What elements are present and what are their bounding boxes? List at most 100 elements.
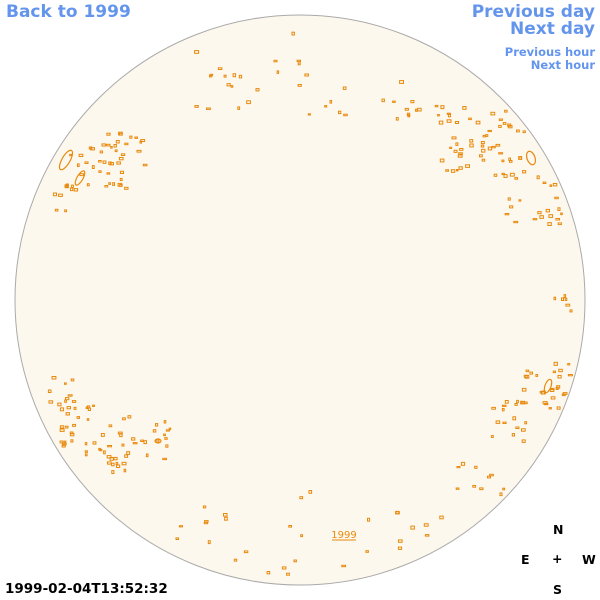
- contour-mark: [423, 523, 429, 527]
- contour-mark: [453, 149, 458, 153]
- contour-mark: [469, 139, 474, 143]
- contour-mark: [525, 369, 530, 373]
- contour-mark: [498, 118, 503, 121]
- timestamp: 1999-02-04T13:52:32: [5, 581, 168, 597]
- contour-mark: [238, 74, 243, 79]
- contour-mark: [424, 534, 430, 537]
- contour-loop: [154, 438, 162, 444]
- contour-mark: [304, 73, 309, 77]
- contour-mark: [106, 172, 111, 175]
- contour-mark: [509, 172, 515, 177]
- contour-mark: [459, 148, 464, 151]
- contour-mark: [491, 406, 496, 410]
- contour-mark: [437, 114, 440, 117]
- contour-mark: [47, 389, 52, 393]
- contour-mark: [482, 134, 487, 138]
- contour-mark: [520, 400, 526, 405]
- contour-mark: [246, 100, 251, 105]
- contour-mark: [569, 309, 573, 313]
- contour-mark: [493, 173, 498, 177]
- contour-mark: [501, 159, 505, 163]
- contour-mark: [469, 143, 474, 148]
- contour-mark: [521, 428, 526, 432]
- contour-mark: [66, 406, 71, 410]
- contour-mark: [100, 433, 105, 437]
- contour-mark: [91, 165, 95, 170]
- next-day-link[interactable]: Next day: [510, 19, 595, 39]
- contour-mark: [446, 119, 452, 123]
- contour-mark: [397, 546, 403, 550]
- contour-mark: [417, 107, 422, 112]
- contour-mark: [451, 136, 457, 140]
- contour-mark: [266, 571, 271, 575]
- previous-day-link[interactable]: Previous day: [471, 2, 595, 22]
- contour-mark: [495, 143, 501, 147]
- region-label-text[interactable]: 1999: [331, 530, 356, 541]
- contour-mark: [110, 146, 113, 149]
- contour-mark: [54, 208, 59, 212]
- contour-mark: [98, 160, 102, 163]
- solar-disk: [14, 14, 586, 586]
- contour-mark: [415, 108, 418, 112]
- contour-mark: [134, 136, 138, 139]
- contour-mark: [124, 454, 129, 458]
- contour-mark: [556, 385, 561, 389]
- contour-mark: [233, 558, 238, 562]
- contour-mark: [92, 404, 95, 408]
- contour-mark: [439, 158, 445, 163]
- contour-mark: [140, 139, 146, 143]
- contour-mark: [111, 462, 115, 467]
- contour-mark: [79, 173, 85, 177]
- contour-mark: [59, 425, 65, 429]
- contour-mark: [86, 418, 90, 421]
- contour-mark: [127, 415, 132, 419]
- contour-mark: [297, 84, 302, 87]
- contour-mark: [539, 215, 544, 219]
- contour-mark: [123, 468, 127, 473]
- contour-mark: [194, 50, 200, 54]
- contour-mark: [119, 177, 123, 181]
- contour-mark: [480, 141, 485, 145]
- contour-mark: [491, 145, 496, 149]
- contour-mark: [522, 170, 527, 174]
- contour-mark: [468, 117, 472, 121]
- contour-mark: [122, 417, 126, 421]
- next-hour-link[interactable]: Next hour: [530, 58, 595, 72]
- contour-mark: [487, 475, 491, 479]
- previous-hour-link[interactable]: Previous hour: [504, 45, 595, 59]
- contour-mark: [307, 113, 311, 116]
- contour-mark: [365, 550, 369, 553]
- contour-mark: [59, 428, 65, 432]
- contour-mark: [329, 100, 333, 104]
- contour-mark: [518, 156, 523, 160]
- contour-mark: [288, 525, 292, 528]
- contour-mark: [152, 429, 157, 433]
- contour-mark: [535, 374, 539, 377]
- contour-mark: [273, 59, 278, 63]
- contour-mark: [84, 453, 88, 457]
- contour-mark: [536, 175, 540, 180]
- contour-mark: [367, 517, 371, 522]
- contour-mark: [111, 470, 115, 475]
- contour-mark: [59, 407, 65, 412]
- contour-mark: [145, 453, 149, 458]
- contour-mark: [119, 170, 125, 175]
- contour-mark: [487, 146, 493, 151]
- contour-mark: [129, 135, 133, 139]
- region-label[interactable]: 1999: [331, 530, 356, 541]
- contour-mark: [445, 169, 450, 172]
- contour-mark: [481, 148, 486, 153]
- contour-mark: [88, 146, 93, 150]
- contour-mark: [92, 441, 97, 445]
- contour-mark: [472, 485, 477, 488]
- contour-mark: [545, 208, 551, 213]
- contour-mark: [202, 505, 207, 509]
- contour-mark: [556, 406, 561, 410]
- contour-mark: [539, 390, 543, 394]
- contour-mark: [342, 86, 347, 90]
- contour-mark: [291, 31, 295, 36]
- contour-mark: [113, 456, 118, 461]
- contour-mark: [116, 464, 121, 468]
- back-to-year-link[interactable]: Back to 1999: [6, 2, 131, 22]
- contour-mark: [203, 521, 209, 525]
